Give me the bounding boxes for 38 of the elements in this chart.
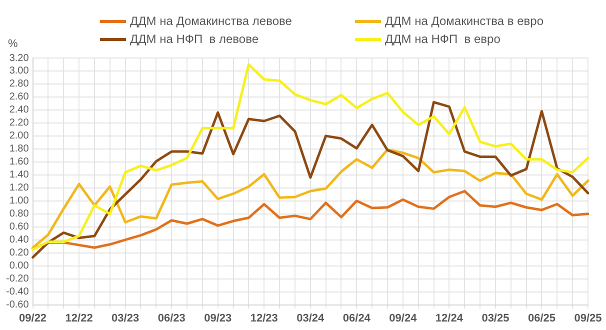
x-tick-label: 03/25 [482,312,510,324]
x-tick-label: 06/25 [528,312,556,324]
y-tick-label: 1.00 [9,196,30,207]
x-tick-label: 06/23 [158,312,186,324]
x-tick-label: 12/23 [250,312,278,324]
y-tick-label: 3.00 [9,66,30,77]
x-tick-label: 12/24 [435,312,464,324]
x-tick-label: 03/24 [296,312,326,324]
legend-label: ДДМ на Домакинства левове [130,14,292,28]
y-tick-label: 3.20 [9,52,30,64]
x-tick-label: 03/23 [112,312,140,324]
y-tick-label: 0.60 [9,222,30,233]
y-tick-label: 2.80 [9,78,30,90]
y-tick-label: 0.00 [9,260,30,272]
x-tick-label: 09/24 [389,312,418,324]
y-tick-label: 1.20 [9,182,30,194]
y-tick-label: 2.00 [9,130,30,142]
y-tick-label: 0.20 [9,248,30,259]
legend-label: ДДМ на НФП в левове [130,32,259,46]
y-tick-label: 0.80 [9,208,30,220]
x-tick-label: 09/25 [574,312,602,324]
y-tick-label: 2.60 [9,92,30,103]
x-tick-label: 09/23 [204,312,232,324]
y-axis-title: % [8,38,18,50]
y-tick-label: 1.60 [9,156,30,168]
y-tick-label: -0.40 [6,286,30,298]
x-tick-label: 12/22 [65,312,93,324]
y-tick-label: 1.40 [9,170,30,181]
y-tick-label: -0.20 [6,274,30,285]
y-tick-label: 1.80 [9,144,30,155]
y-tick-label: -0.60 [6,300,30,311]
x-tick-label: 06/24 [342,312,372,324]
y-tick-label: 2.40 [9,104,30,116]
legend-label: ДДМ на Домакинства в евро [385,14,544,28]
y-tick-label: 0.40 [9,234,30,246]
y-tick-label: 2.20 [9,118,30,129]
x-tick-label: 09/22 [19,312,47,324]
legend-label: ДДМ на НФП в евро [385,32,500,46]
